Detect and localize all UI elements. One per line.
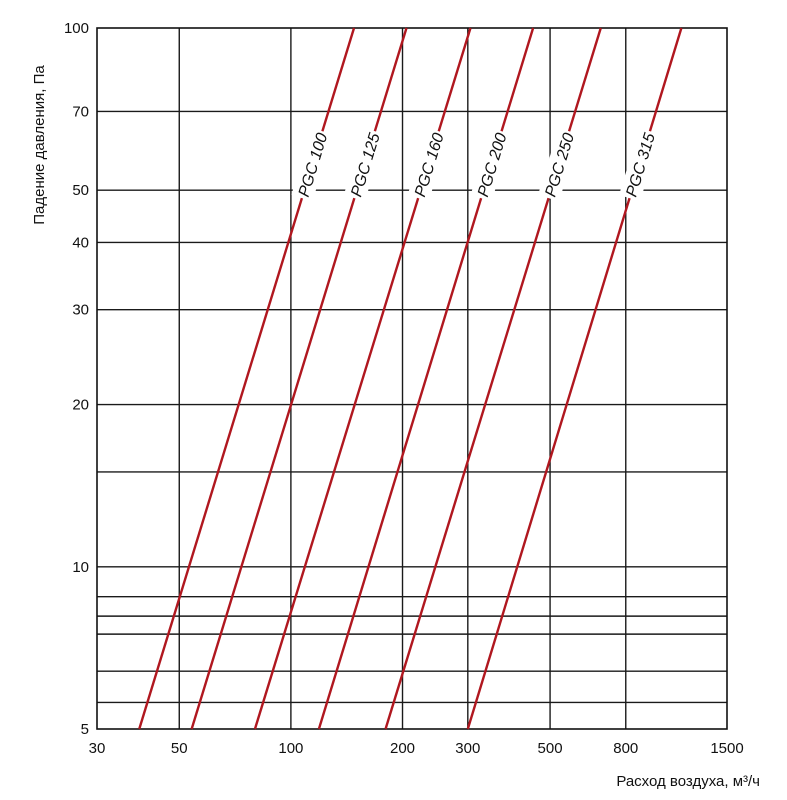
y-tick-label: 40 <box>72 234 89 251</box>
y-axis-label: Падение давления, Па <box>31 65 48 225</box>
y-tick-label: 5 <box>81 721 89 738</box>
grid <box>97 28 727 729</box>
y-tick-label: 30 <box>72 302 89 319</box>
series-label-bg <box>619 128 661 202</box>
y-tick-label: 100 <box>64 20 89 37</box>
x-tick-label: 800 <box>613 740 638 757</box>
series-label-bg <box>470 128 513 202</box>
x-tick-label: 500 <box>538 740 563 757</box>
y-tick-label: 10 <box>72 559 89 576</box>
x-tick-label: 50 <box>171 740 188 757</box>
x-axis-ticks: 30 50 100 200 300 500 800 1500 <box>89 740 744 757</box>
y-tick-label: 50 <box>72 182 89 199</box>
y-tick-label: 20 <box>72 397 89 414</box>
x-tick-label: 30 <box>89 740 106 757</box>
y-axis-ticks: 5 10 20 30 40 50 70 100 <box>64 20 89 738</box>
x-axis-label: Расход воздуха, м³/ч <box>616 773 760 790</box>
series-labels: PGC 100 PGC 125 PGC 160 PGC 200 PGC 250 PGC 3… <box>291 128 661 202</box>
plot-frame <box>96 27 728 730</box>
series-label-bg <box>407 128 450 202</box>
series-label-bg <box>291 128 333 202</box>
x-tick-label: 300 <box>455 740 480 757</box>
x-tick-label: 200 <box>390 740 415 757</box>
x-tick-label: 100 <box>278 740 303 757</box>
series-label-bg <box>343 128 386 202</box>
y-tick-label: 70 <box>72 103 89 120</box>
series-lines <box>138 27 683 730</box>
series-label-bg <box>538 128 580 202</box>
x-tick-label: 1500 <box>710 740 743 757</box>
